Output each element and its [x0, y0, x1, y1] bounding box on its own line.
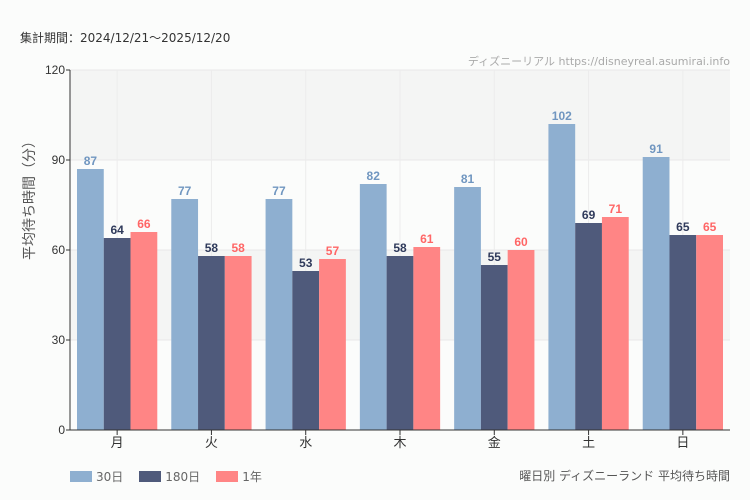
- data-label: 66: [137, 217, 151, 231]
- data-label: 77: [272, 184, 286, 198]
- data-label: 55: [488, 250, 502, 264]
- legend-item[interactable]: 30日: [70, 468, 123, 485]
- data-label: 81: [461, 172, 475, 186]
- legend-label: 1年: [242, 470, 262, 484]
- bar: [601, 217, 629, 430]
- bar: [507, 250, 535, 430]
- bar: [292, 271, 320, 430]
- legend-swatch: [139, 471, 162, 482]
- data-label: 71: [609, 202, 623, 216]
- data-label: 102: [552, 109, 572, 123]
- legend-item[interactable]: 180日: [139, 468, 200, 485]
- legend-swatch: [216, 471, 239, 482]
- legend-label: 180日: [165, 470, 201, 484]
- x-tick-label: 土: [582, 436, 595, 451]
- period-label: 集計期間：2024/12/21〜2025/12/20: [20, 31, 231, 45]
- x-tick-label: 火: [205, 436, 218, 451]
- bar: [103, 238, 131, 430]
- data-label: 58: [232, 241, 246, 255]
- bar: [575, 223, 602, 430]
- bar: [386, 256, 414, 430]
- x-tick-label: 日: [676, 436, 689, 451]
- data-label: 77: [178, 184, 192, 198]
- legend: 30日 180日 1年: [70, 468, 262, 485]
- bar: [130, 232, 158, 430]
- x-tick-label: 月: [111, 436, 124, 451]
- data-label: 60: [514, 235, 528, 249]
- bar: [265, 199, 293, 430]
- bar: [413, 247, 441, 430]
- data-label: 64: [110, 223, 124, 237]
- data-label: 65: [703, 220, 717, 234]
- y-tick-label: 30: [52, 333, 66, 347]
- y-tick-label: 0: [58, 423, 65, 437]
- y-tick-label: 60: [52, 243, 66, 257]
- bar: [77, 169, 104, 430]
- bar: [319, 259, 346, 430]
- x-tick-label: 水: [299, 436, 312, 451]
- legend-label: 30日: [96, 470, 124, 484]
- bar: [171, 199, 199, 430]
- data-label: 53: [299, 256, 313, 270]
- bar: [696, 235, 723, 430]
- bar: [359, 184, 387, 430]
- bar: [454, 187, 481, 430]
- bar: [642, 157, 670, 430]
- bar: [224, 256, 252, 430]
- legend-item[interactable]: 1年: [216, 468, 262, 485]
- data-label: 82: [367, 169, 381, 183]
- data-label: 87: [84, 154, 98, 168]
- bar: [198, 256, 225, 430]
- data-label: 91: [649, 142, 663, 156]
- y-tick-label: 90: [52, 153, 66, 167]
- data-label: 57: [326, 244, 340, 258]
- site-credit: ディズニーリアル https://disneyreal.asumirai.inf…: [467, 55, 730, 68]
- data-label: 65: [676, 220, 690, 234]
- bar: [480, 265, 508, 430]
- legend-swatch: [70, 471, 92, 482]
- chart-title: 曜日別 ディズニーランド 平均待ち時間: [519, 469, 730, 483]
- data-label: 61: [420, 232, 434, 246]
- bar: [669, 235, 697, 430]
- data-label: 58: [205, 241, 219, 255]
- x-tick-label: 金: [488, 435, 501, 451]
- y-tick-label: 120: [45, 63, 65, 77]
- data-label: 69: [582, 208, 596, 222]
- data-label: 58: [393, 241, 407, 255]
- x-tick-label: 木: [393, 436, 406, 451]
- bar: [548, 124, 576, 430]
